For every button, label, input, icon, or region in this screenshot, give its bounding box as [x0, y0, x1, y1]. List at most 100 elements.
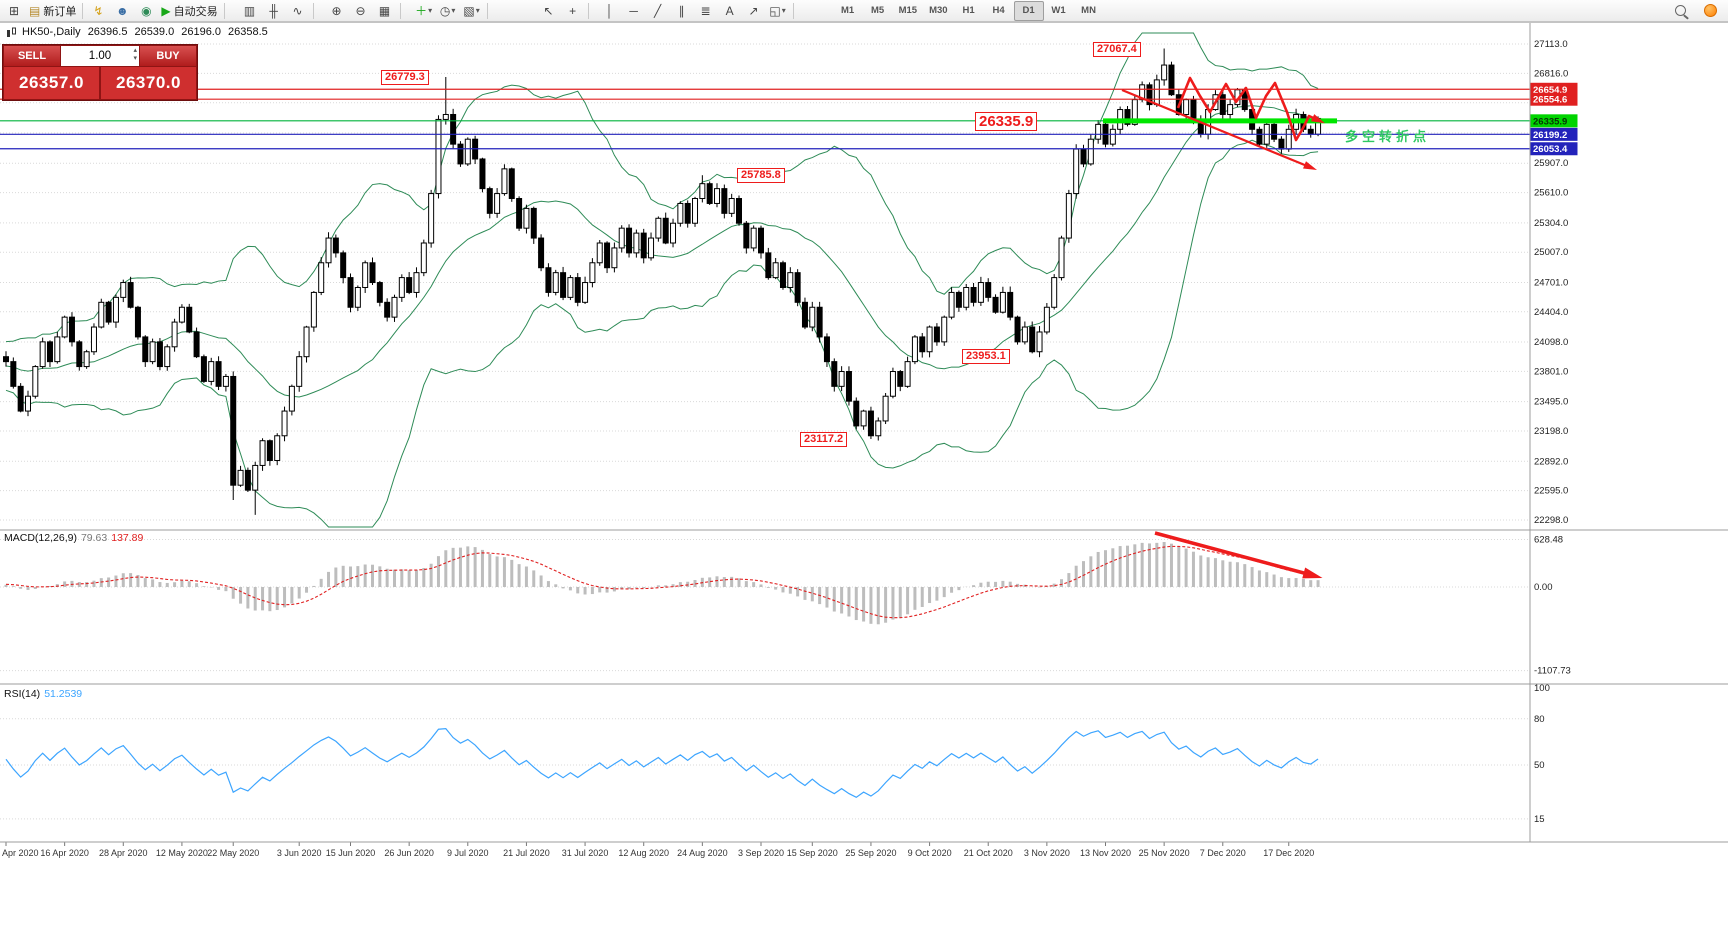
svg-text:25007.0: 25007.0: [1534, 247, 1568, 258]
equidistant-channel-icon: ∥: [678, 3, 685, 18]
bar-chart-button[interactable]: ▥: [238, 1, 262, 21]
grid-toggle-button[interactable]: ▦: [373, 1, 397, 21]
navigator-icon: ☻: [116, 3, 129, 18]
tf-d1-button[interactable]: D1: [1013, 0, 1044, 21]
horizontal-line-button[interactable]: ─: [622, 1, 646, 21]
high-value: 26539.0: [134, 26, 175, 38]
buy-button[interactable]: BUY: [140, 46, 196, 66]
candlestick-chart-button[interactable]: ╫: [262, 1, 286, 21]
tf-mn-button[interactable]: MN: [1074, 1, 1104, 21]
close-value: 26358.5: [227, 26, 268, 38]
svg-text:9 Jul 2020: 9 Jul 2020: [447, 848, 489, 858]
candles: [3, 48, 1322, 515]
rsi-label: RSI(14) 51.2539: [4, 688, 82, 700]
svg-text:22298.0: 22298.0: [1534, 515, 1568, 526]
price-callout[interactable]: 26335.9: [975, 111, 1038, 131]
market-watch-button[interactable]: ↯: [86, 1, 110, 21]
svg-text:17 Dec 2020: 17 Dec 2020: [1263, 848, 1314, 858]
new-order-label: 新订单: [43, 5, 77, 18]
periods-button[interactable]: ◷ ▾: [436, 1, 460, 21]
cursor-button[interactable]: ↖: [537, 1, 561, 21]
autotrading-label: 自动交易: [173, 5, 218, 18]
navigator-button[interactable]: ☻: [110, 1, 134, 21]
market-watch-icon: ↯: [93, 3, 104, 18]
svg-text:23198.0: 23198.0: [1534, 426, 1568, 437]
tf-m30-label: M30: [929, 5, 948, 16]
toolbar-divider: [223, 2, 225, 19]
tf-m1-button[interactable]: M1: [833, 1, 863, 21]
price-callout[interactable]: 26779.3: [381, 69, 429, 85]
macd-signal-line: [5, 545, 1319, 619]
svg-text:26816.0: 26816.0: [1534, 68, 1568, 79]
svg-text:31 Jul 2020: 31 Jul 2020: [562, 848, 609, 858]
buy-price[interactable]: 26370.0: [101, 67, 196, 99]
tf-m5-button[interactable]: M5: [863, 1, 893, 21]
open-value: 26396.5: [87, 26, 128, 38]
tf-m5-label: M5: [870, 5, 885, 16]
rsi-line: [5, 728, 1319, 799]
sell-button[interactable]: SELL: [4, 46, 60, 66]
search-button[interactable]: [1668, 1, 1692, 21]
price-callout[interactable]: 23117.2: [800, 432, 848, 448]
toolbar: ⊞ ▤ 新订单 ↯ ☻ ◉ ▶ 自动交易 ▥ ╫ ∿ ⊕ ⊖ ▦ ＋ ▾ ◷ ▾ ▧ ▾ ↖ + │ ─ ╱ ∥ ≣ A ↗ ◱ ▾ M1 M5…: [0, 0, 1728, 22]
crosshair-icon: +: [569, 3, 577, 18]
svg-text:3 Sep 2020: 3 Sep 2020: [738, 848, 784, 858]
svg-text:21 Jul 2020: 21 Jul 2020: [503, 848, 550, 858]
new-order-icon: ▤: [29, 3, 41, 18]
autotrading-button[interactable]: ▶ 自动交易: [158, 1, 220, 21]
bar-chart-icon: ▥: [243, 3, 256, 18]
zoom-out-icon: ⊖: [355, 3, 366, 18]
volume-spinner[interactable]: ▴ ▾: [133, 47, 137, 63]
alerts-button[interactable]: [1698, 1, 1722, 21]
arrow-objects-button[interactable]: ↗: [742, 1, 766, 21]
tf-h1-button[interactable]: H1: [954, 1, 984, 21]
fibonacci-button[interactable]: ≣: [694, 1, 718, 21]
chart-icon: [7, 27, 16, 37]
indicators-icon: ＋: [415, 3, 428, 18]
svg-text:27113.0: 27113.0: [1534, 39, 1568, 50]
crosshair-button[interactable]: +: [561, 1, 585, 21]
toolbar-divider: [792, 2, 794, 19]
equidistant-channel-button[interactable]: ∥: [670, 1, 694, 21]
tf-w1-button[interactable]: W1: [1044, 1, 1074, 21]
vertical-line-icon: │: [605, 3, 614, 18]
macd-name: MACD(12,26,9): [4, 532, 77, 544]
svg-text:22 May 2020: 22 May 2020: [207, 848, 259, 858]
zoom-out-button[interactable]: ⊖: [349, 1, 373, 21]
zoom-in-button[interactable]: ⊕: [325, 1, 349, 21]
fibonacci-icon: ≣: [700, 3, 711, 18]
line-chart-button[interactable]: ∿: [286, 1, 310, 21]
price-callout[interactable]: 23953.1: [962, 349, 1010, 365]
price-callout[interactable]: 27067.4: [1093, 41, 1141, 57]
trendline-button[interactable]: ╱: [646, 1, 670, 21]
price-callout[interactable]: 25785.8: [737, 168, 785, 184]
volume-input[interactable]: 1.00 ▴ ▾: [61, 46, 139, 66]
cursor-icon: ↖: [543, 3, 554, 18]
toolbar-right: [1668, 1, 1728, 21]
svg-text:15: 15: [1534, 814, 1545, 825]
templates-button[interactable]: ▧ ▾: [460, 1, 484, 21]
svg-text:9 Oct 2020: 9 Oct 2020: [908, 848, 952, 858]
indicators-button[interactable]: ＋ ▾: [412, 1, 436, 21]
tf-m30-button[interactable]: M30: [923, 1, 953, 21]
svg-text:23801.0: 23801.0: [1534, 366, 1568, 377]
svg-text:24404.0: 24404.0: [1534, 307, 1568, 318]
svg-text:25 Sep 2020: 25 Sep 2020: [845, 848, 896, 858]
svg-text:25610.0: 25610.0: [1534, 188, 1568, 199]
svg-text:24 Aug 2020: 24 Aug 2020: [677, 848, 728, 858]
text-tool-button[interactable]: A: [718, 1, 742, 21]
periods-icon: ◷: [439, 3, 451, 18]
sell-price[interactable]: 26357.0: [4, 67, 99, 99]
svg-text:-1107.73: -1107.73: [1534, 666, 1571, 677]
tf-h4-button[interactable]: H4: [984, 1, 1014, 21]
shapes-button[interactable]: ◱ ▾: [766, 1, 790, 21]
vertical-line-button[interactable]: │: [598, 1, 622, 21]
terminal-button[interactable]: ◉: [134, 1, 158, 21]
new-chart-button[interactable]: ⊞: [2, 1, 26, 21]
macd-grid: 628.48 0.00 -1107.73: [0, 535, 1571, 677]
tf-m15-button[interactable]: M15: [893, 1, 923, 21]
svg-text:7 Dec 2020: 7 Dec 2020: [1200, 848, 1246, 858]
new-order-button[interactable]: ▤ 新订单: [26, 1, 79, 21]
line-chart-icon: ∿: [292, 3, 303, 18]
